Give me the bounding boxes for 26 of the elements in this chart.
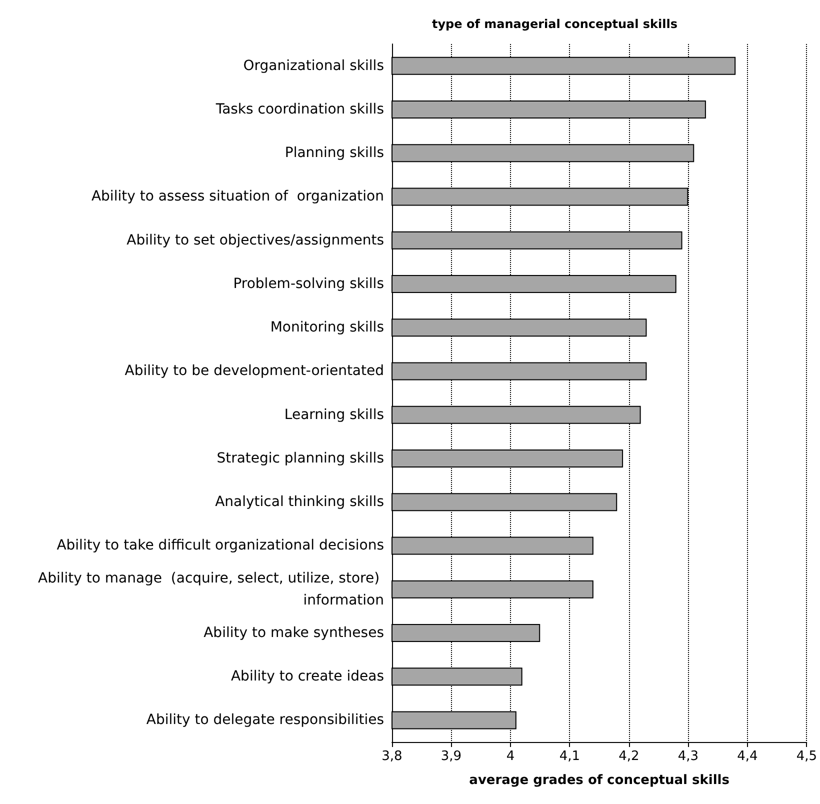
- x-axis-title: average grades of conceptual skills: [469, 773, 730, 788]
- y-tick-label: Ability to create ideas: [230, 668, 384, 685]
- y-tick-label: Monitoring skills: [270, 320, 384, 336]
- y-tick-label: Problem-solving skills: [233, 276, 384, 292]
- y-tick-label: Tasks coordination skills: [214, 101, 384, 118]
- y-tick-label: Planning skills: [284, 145, 384, 162]
- y-tick-label: Ability to assess situation of organization: [91, 188, 384, 205]
- y-tick-label: Ability to delegate responsibilities: [146, 712, 384, 728]
- x-tick-label: 3,9: [440, 749, 462, 764]
- x-tick-label: 3,8: [382, 749, 402, 764]
- y-axis-title: type of managerial conceptual skills: [432, 17, 678, 31]
- x-tick-label: 4,5: [796, 749, 818, 764]
- y-tick-label: Organizational skills: [243, 58, 384, 74]
- x-tick-label: 4: [506, 749, 515, 764]
- y-tick-label: Analytical thinking skills: [215, 494, 384, 510]
- x-tick-label: 4,3: [678, 749, 699, 764]
- x-tick-label: 4,4: [737, 749, 758, 764]
- y-tick-label: Ability to set objectives/assignments: [126, 232, 384, 248]
- y-tick-label: Ability to be development-orientated: [124, 363, 384, 380]
- y-tick-label: Strategic planning skills: [216, 450, 384, 466]
- y-tick-label: Ability to make syntheses: [204, 624, 384, 641]
- y-tick-label: Learning skills: [284, 406, 384, 423]
- x-tick-label: 4,1: [559, 749, 580, 764]
- y-tick-label: Ability to take difficult organizational decisions: [56, 538, 384, 554]
- x-tick-label: 4,2: [618, 749, 640, 764]
- y-tick-label: Ability to manage (acquire, select, utilize, store) information: [38, 570, 384, 608]
